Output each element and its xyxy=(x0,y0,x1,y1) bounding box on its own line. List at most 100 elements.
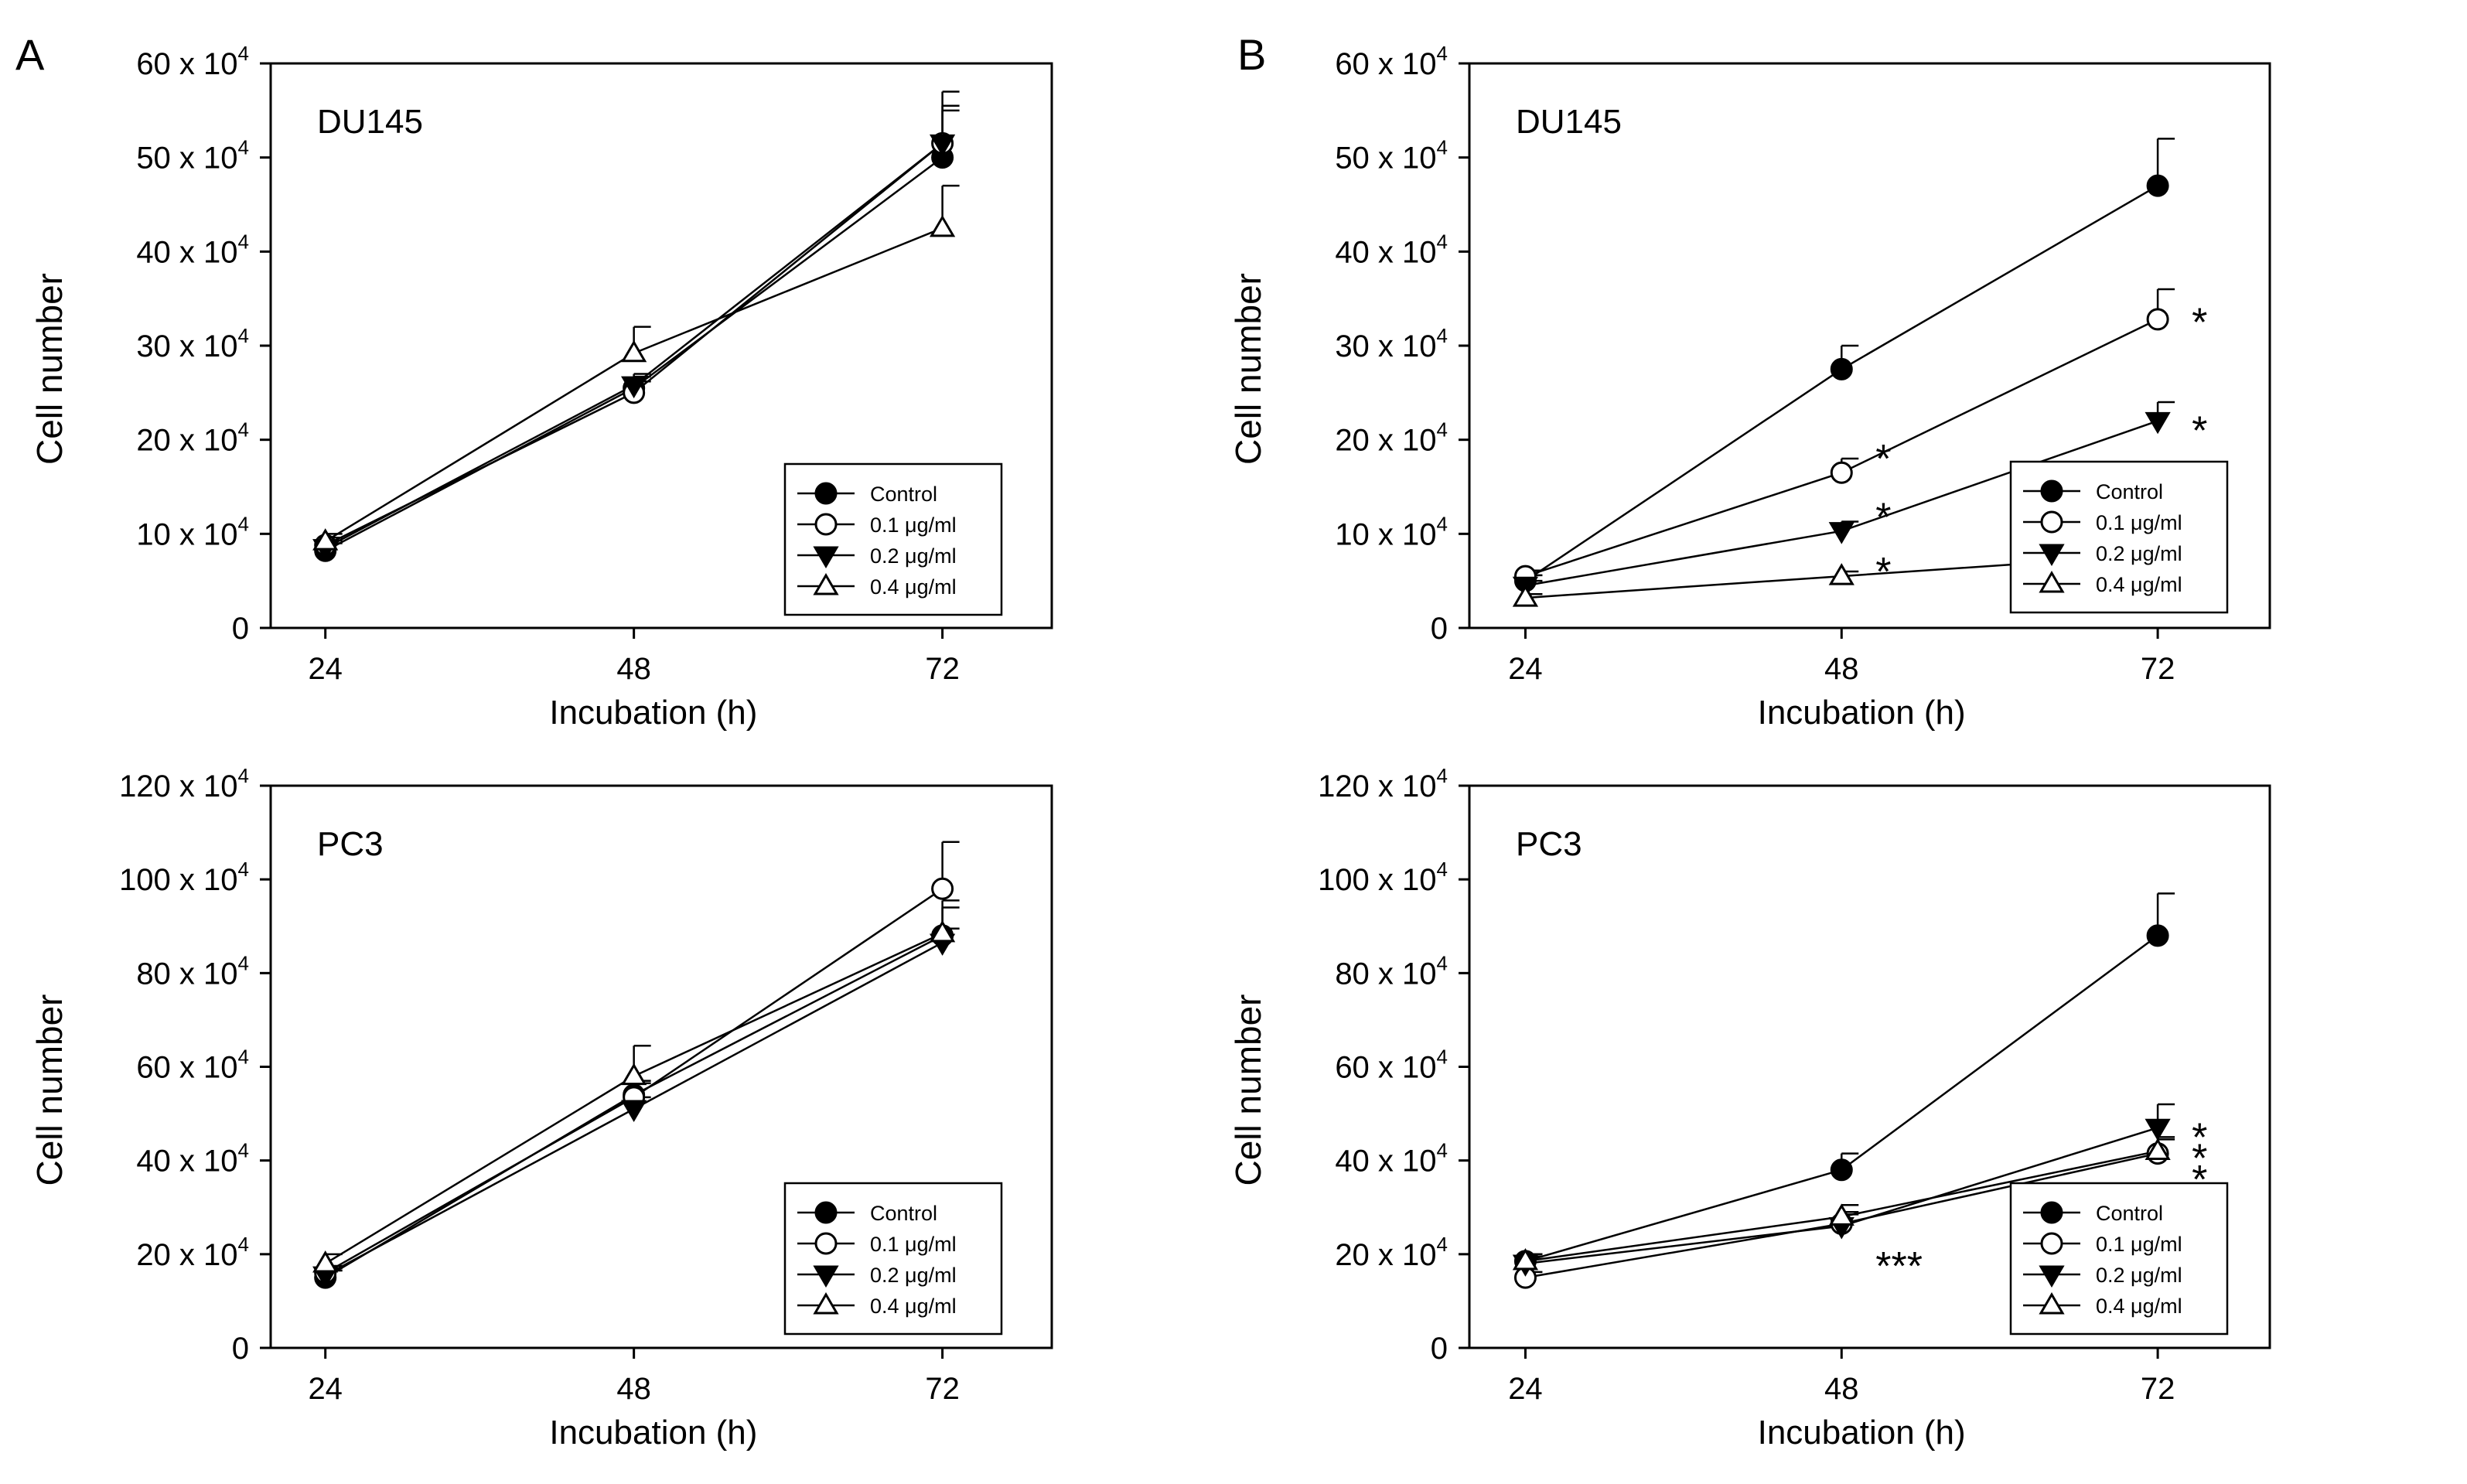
data-point xyxy=(2145,411,2171,435)
x-tick-label: 48 xyxy=(1824,652,1859,686)
x-tick-label: 24 xyxy=(308,652,343,686)
data-point xyxy=(1830,357,1853,380)
data-point xyxy=(929,134,956,157)
x-axis-label: Incubation (h) xyxy=(549,1414,757,1452)
x-axis-label: Incubation (h) xyxy=(1758,1414,1966,1452)
data-point xyxy=(2146,308,2169,331)
legend-marker xyxy=(2039,1292,2065,1315)
y-tick-label: 30 x 104 xyxy=(136,324,249,363)
y-tick-label: 10 x 104 xyxy=(136,512,249,551)
data-point xyxy=(312,528,339,551)
y-axis-label: Cell number xyxy=(29,994,70,1186)
legend-marker xyxy=(2039,544,2065,566)
legend-label: Control xyxy=(870,1202,937,1225)
legend-label: Control xyxy=(2096,1202,2163,1225)
data-point xyxy=(621,1063,647,1086)
legend-marker xyxy=(813,1292,839,1315)
legend-label: 0.2 μg/ml xyxy=(2096,542,2182,565)
chart-a-du145: 0 10 x 104 20 x 104 30 x 104 40 x 104 50 x 10… xyxy=(29,42,1053,732)
chart-title: PC3 xyxy=(1516,825,1582,863)
data-point xyxy=(929,919,956,943)
y-tick-label: 60 x 104 xyxy=(136,42,249,81)
legend-label: 0.4 μg/ml xyxy=(2096,1295,2182,1318)
significance-mark: *** xyxy=(1875,1244,1923,1289)
x-tick-label: 48 xyxy=(616,652,651,686)
y-tick-label: 80 x 104 xyxy=(136,951,249,991)
y-tick-label: 10 x 104 xyxy=(1335,512,1448,551)
data-point xyxy=(1512,585,1539,607)
chart-a-pc3: 0 20 x 104 40 x 104 60 x 104 80 x 104 100 x 1… xyxy=(29,764,1053,1452)
y-tick-label: 40 x 104 xyxy=(1335,1139,1448,1179)
y-tick-label: 0 xyxy=(1431,1332,1448,1366)
legend-label: Control xyxy=(870,483,937,506)
legend: Control 0.1 μg/ml 0.2 μg/ml 0.4 μg/ml xyxy=(2009,1182,2229,1336)
legend-label: 0.2 μg/ml xyxy=(870,1264,957,1287)
data-point xyxy=(1828,1203,1855,1226)
significance-mark: * xyxy=(1875,550,1891,595)
legend-marker xyxy=(2040,1201,2063,1224)
legend-marker xyxy=(814,1201,838,1224)
y-tick-label: 60 x 104 xyxy=(136,1046,249,1085)
legend: Control 0.1 μg/ml 0.2 μg/ml 0.4 μg/ml xyxy=(2009,460,2229,614)
legend-marker xyxy=(2040,1232,2063,1255)
data-point xyxy=(1828,563,1855,585)
legend-label: 0.4 μg/ml xyxy=(870,575,957,599)
data-point xyxy=(929,214,956,237)
y-tick-label: 40 x 104 xyxy=(1335,230,1448,269)
y-tick-label: 0 xyxy=(1431,612,1448,646)
legend-marker xyxy=(2040,510,2063,534)
y-tick-label: 0 xyxy=(232,612,249,646)
significance-mark: * xyxy=(2192,300,2207,345)
legend-marker xyxy=(2039,1265,2065,1288)
x-tick-label: 72 xyxy=(925,1372,960,1406)
y-tick-label: 50 x 104 xyxy=(1335,136,1448,176)
x-tick-label: 48 xyxy=(616,1372,651,1406)
significance-mark: * xyxy=(1875,437,1891,482)
charts-layer: 0 10 x 104 20 x 104 30 x 104 40 x 104 50 x 10… xyxy=(29,42,2271,1452)
y-tick-label: 50 x 104 xyxy=(136,136,249,176)
x-tick-label: 24 xyxy=(1508,1372,1543,1406)
legend-marker xyxy=(813,573,839,595)
y-tick-label: 20 x 104 xyxy=(136,418,249,458)
y-tick-label: 40 x 104 xyxy=(136,230,249,269)
x-axis-label: Incubation (h) xyxy=(549,694,757,732)
y-tick-label: 30 x 104 xyxy=(1335,324,1448,363)
significance-mark: * xyxy=(1875,495,1891,540)
significance-mark: * xyxy=(2192,408,2207,453)
y-tick-label: 20 x 104 xyxy=(1335,418,1448,458)
legend: Control 0.1 μg/ml 0.2 μg/ml 0.4 μg/ml xyxy=(783,1182,1003,1336)
chart-title: DU145 xyxy=(1516,103,1622,141)
legend-marker xyxy=(814,513,838,536)
data-point xyxy=(1830,461,1853,484)
legend-label: Control xyxy=(2096,480,2163,503)
y-tick-label: 60 x 104 xyxy=(1335,42,1448,81)
x-tick-label: 48 xyxy=(1824,1372,1859,1406)
y-tick-label: 60 x 104 xyxy=(1335,1046,1448,1085)
y-tick-label: 100 x 104 xyxy=(1318,858,1448,897)
significance-mark: * xyxy=(2192,1115,2207,1160)
y-tick-label: 80 x 104 xyxy=(1335,951,1448,991)
legend-marker xyxy=(813,546,839,568)
chart-title: DU145 xyxy=(317,103,423,141)
legend-marker xyxy=(814,1232,838,1255)
data-point xyxy=(2145,1138,2171,1161)
legend-label: 0.1 μg/ml xyxy=(870,1233,957,1256)
x-tick-label: 24 xyxy=(1508,652,1543,686)
legend: Control 0.1 μg/ml 0.2 μg/ml 0.4 μg/ml xyxy=(783,462,1003,616)
data-point xyxy=(2146,174,2169,197)
data-point xyxy=(621,1100,647,1123)
chart-b-du145: 0 10 x 104 20 x 104 30 x 104 40 x 104 50 x 10… xyxy=(1228,42,2271,732)
y-axis-label: Cell number xyxy=(1228,273,1268,465)
legend-label: 0.2 μg/ml xyxy=(870,544,957,568)
legend-marker xyxy=(813,1265,839,1288)
legend-label: 0.4 μg/ml xyxy=(2096,573,2182,596)
data-point xyxy=(621,339,647,363)
y-tick-label: 20 x 104 xyxy=(1335,1233,1448,1272)
data-point xyxy=(1512,1247,1539,1271)
data-point xyxy=(2146,924,2169,947)
data-point xyxy=(2145,1118,2171,1141)
y-tick-label: 40 x 104 xyxy=(136,1139,249,1179)
legend-label: 0.4 μg/ml xyxy=(870,1295,957,1318)
legend-marker xyxy=(814,482,838,505)
x-axis-label: Incubation (h) xyxy=(1758,694,1966,732)
